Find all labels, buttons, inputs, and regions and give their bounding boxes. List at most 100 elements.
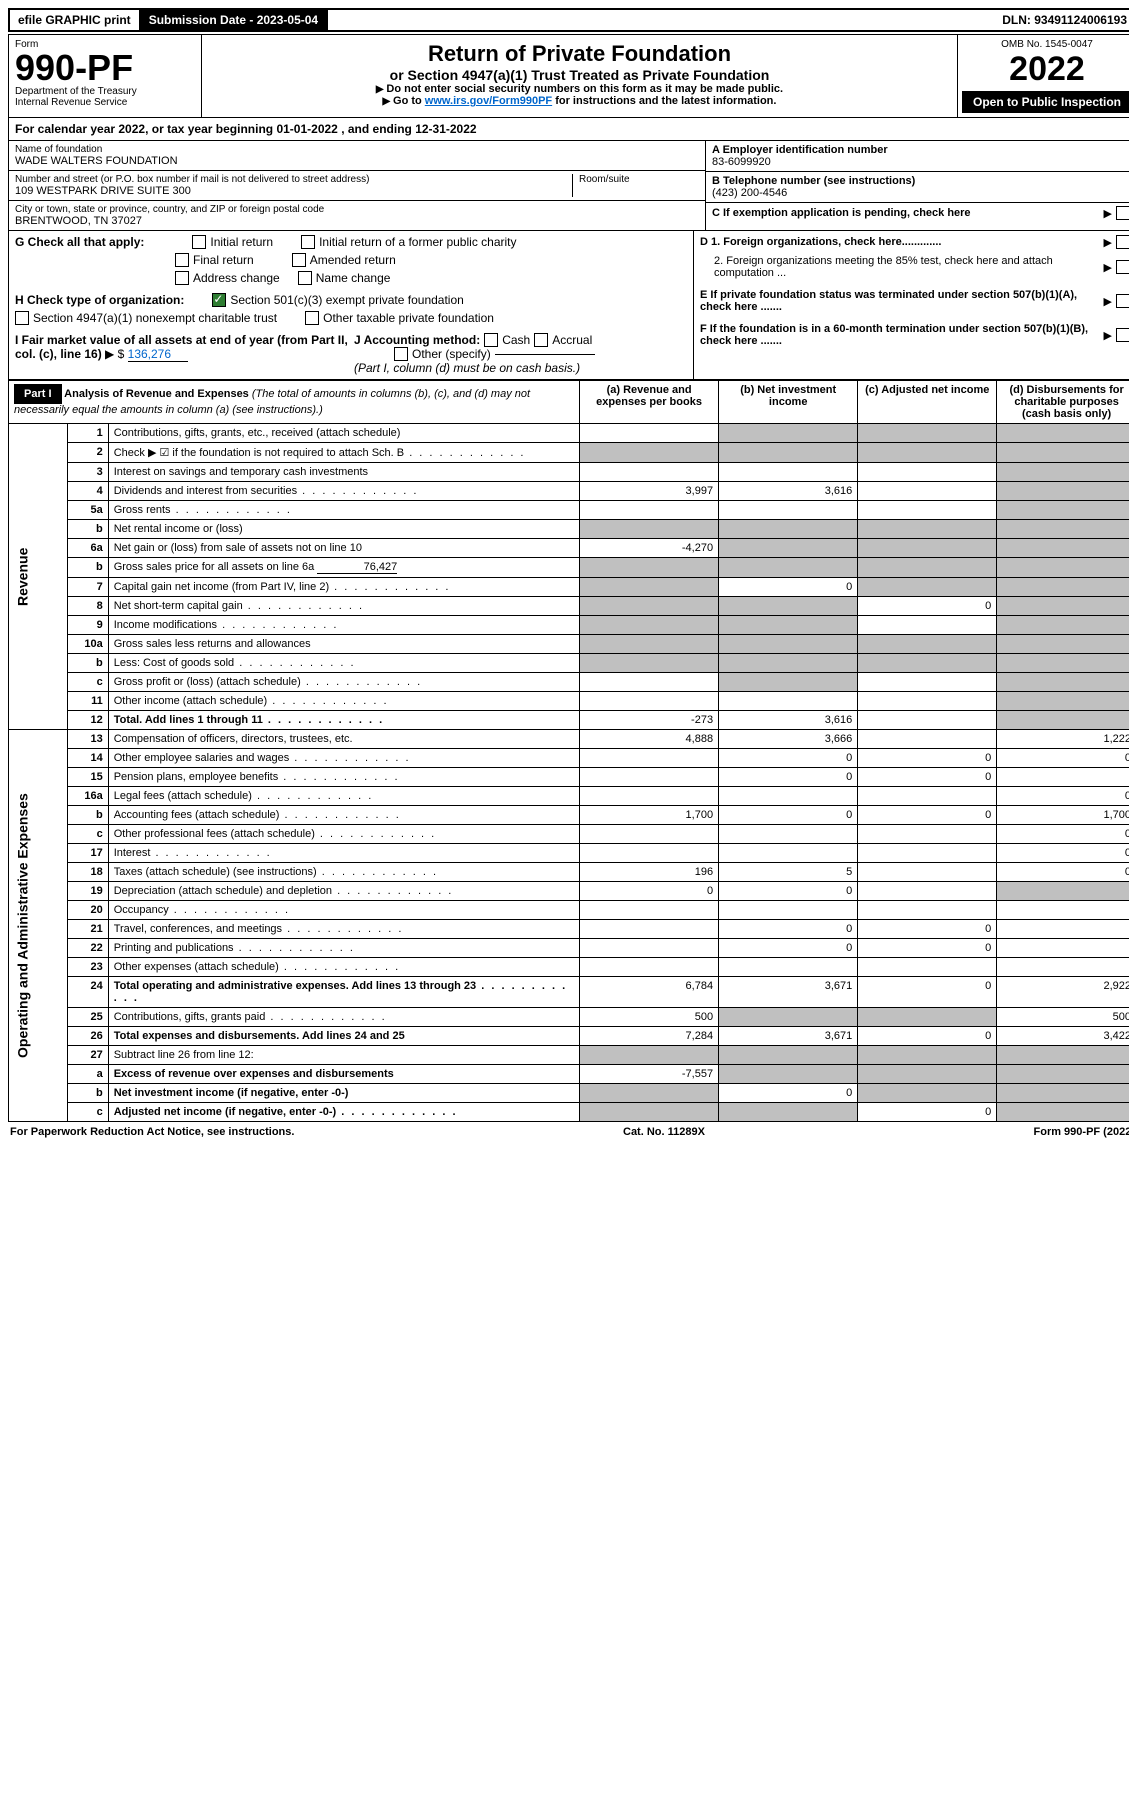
row-description: Depreciation (attach schedule) and deple… (108, 882, 579, 901)
g-amended-checkbox[interactable] (292, 253, 306, 267)
cell-c (858, 1046, 997, 1065)
cell-d: 500 (997, 1008, 1129, 1027)
cell-c (858, 558, 997, 578)
c-checkbox[interactable] (1116, 206, 1129, 220)
e-checkbox[interactable] (1116, 294, 1129, 308)
row-number: b (68, 520, 109, 539)
table-row: 8Net short-term capital gain0 (9, 597, 1129, 616)
row-description: Contributions, gifts, grants, etc., rece… (108, 424, 579, 443)
cell-a (580, 1103, 719, 1122)
cell-a (580, 768, 719, 787)
row-description: Accounting fees (attach schedule) (108, 806, 579, 825)
row-description: Interest on savings and temporary cash i… (108, 463, 579, 482)
cell-a (580, 749, 719, 768)
cell-d (997, 558, 1129, 578)
cell-d (997, 1084, 1129, 1103)
cell-b (719, 692, 858, 711)
row-number: 21 (68, 920, 109, 939)
cell-d: 0 (997, 825, 1129, 844)
ein-value: 83-6099920 (712, 156, 1129, 168)
cell-c (858, 1084, 997, 1103)
cell-a: 3,997 (580, 482, 719, 501)
cell-c: 0 (858, 768, 997, 787)
g-addr-change-checkbox[interactable] (175, 271, 189, 285)
row-description: Net rental income or (loss) (108, 520, 579, 539)
cell-d (997, 424, 1129, 443)
row-number: 6a (68, 539, 109, 558)
ein-label: A Employer identification number (712, 144, 1129, 156)
table-row: bNet rental income or (loss) (9, 520, 1129, 539)
year-end: 12-31-2022 (415, 122, 476, 136)
j-other-checkbox[interactable] (394, 347, 408, 361)
cell-d (997, 939, 1129, 958)
cell-a (580, 501, 719, 520)
row-number: 13 (68, 730, 109, 749)
h-501c3-checkbox[interactable] (212, 293, 226, 307)
cell-d (997, 673, 1129, 692)
cell-c (858, 692, 997, 711)
row-description: Less: Cost of goods sold (108, 654, 579, 673)
cell-b: 3,616 (719, 482, 858, 501)
cell-b: 0 (719, 749, 858, 768)
d2-checkbox[interactable] (1116, 260, 1129, 274)
d1-checkbox[interactable] (1116, 235, 1129, 249)
table-row: bLess: Cost of goods sold (9, 654, 1129, 673)
row-description: Total operating and administrative expen… (108, 977, 579, 1008)
cell-c: 0 (858, 920, 997, 939)
table-row: 9Income modifications (9, 616, 1129, 635)
table-row: 12Total. Add lines 1 through 11-2733,616 (9, 711, 1129, 730)
cell-a (580, 616, 719, 635)
row-description: Check ▶ ☑ if the foundation is not requi… (108, 443, 579, 463)
g-name-change-checkbox[interactable] (298, 271, 312, 285)
row-description: Taxes (attach schedule) (see instruction… (108, 863, 579, 882)
h-other-checkbox[interactable] (305, 311, 319, 325)
cell-b: 3,666 (719, 730, 858, 749)
h-4947-checkbox[interactable] (15, 311, 29, 325)
row-description: Other income (attach schedule) (108, 692, 579, 711)
cell-a (580, 901, 719, 920)
row-number: 22 (68, 939, 109, 958)
row-number: 11 (68, 692, 109, 711)
cell-a: 7,284 (580, 1027, 719, 1046)
table-row: 10aGross sales less returns and allowanc… (9, 635, 1129, 654)
j-accrual-checkbox[interactable] (534, 333, 548, 347)
row-number: 2 (68, 443, 109, 463)
cell-d (997, 597, 1129, 616)
table-row: 23Other expenses (attach schedule) (9, 958, 1129, 977)
cell-a (580, 692, 719, 711)
row-description: Contributions, gifts, grants paid (108, 1008, 579, 1027)
row-description: Other professional fees (attach schedule… (108, 825, 579, 844)
cell-c (858, 844, 997, 863)
table-row: cOther professional fees (attach schedul… (9, 825, 1129, 844)
cell-d (997, 520, 1129, 539)
row-number: 4 (68, 482, 109, 501)
g-initial-checkbox[interactable] (192, 235, 206, 249)
cell-c (858, 635, 997, 654)
j-cash-checkbox[interactable] (484, 333, 498, 347)
cell-a (580, 558, 719, 578)
f-checkbox[interactable] (1116, 328, 1129, 342)
e-label: E If private foundation status was termi… (700, 289, 1100, 313)
row-description: Net gain or (loss) from sale of assets n… (108, 539, 579, 558)
cell-c: 0 (858, 977, 997, 1008)
cell-b: 3,671 (719, 1027, 858, 1046)
row-description: Other employee salaries and wages (108, 749, 579, 768)
cell-b (719, 539, 858, 558)
d2-label: 2. Foreign organizations meeting the 85%… (714, 255, 1100, 279)
irs-link[interactable]: www.irs.gov/Form990PF (425, 95, 552, 107)
cell-b (719, 654, 858, 673)
g-final-checkbox[interactable] (175, 253, 189, 267)
check-options-block: G Check all that apply: Initial return I… (8, 231, 1129, 380)
g-initial-former-checkbox[interactable] (301, 235, 315, 249)
cell-d: 1,700 (997, 806, 1129, 825)
cell-c (858, 1065, 997, 1084)
table-row: Revenue1Contributions, gifts, grants, et… (9, 424, 1129, 443)
row-number: 25 (68, 1008, 109, 1027)
table-row: 3Interest on savings and temporary cash … (9, 463, 1129, 482)
cell-c: 0 (858, 597, 997, 616)
row-number: b (68, 806, 109, 825)
form-subtitle: or Section 4947(a)(1) Trust Treated as P… (208, 67, 951, 83)
table-row: 21Travel, conferences, and meetings00 (9, 920, 1129, 939)
cell-c (858, 825, 997, 844)
tax-year: 2022 (962, 50, 1129, 89)
